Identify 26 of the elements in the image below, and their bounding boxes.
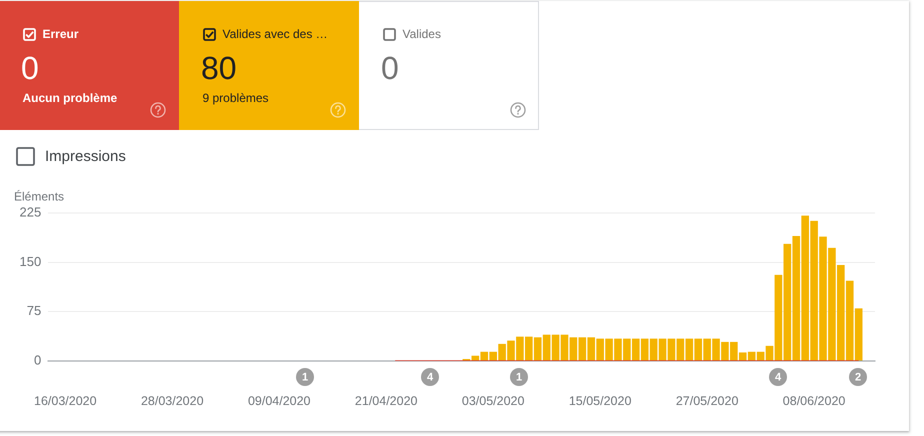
text: 1 <box>302 372 308 384</box>
y-axis-title: Éléments <box>14 189 64 204</box>
text: 4 <box>774 372 782 384</box>
y-tick-label: 0 <box>34 352 42 368</box>
category-label: Valides <box>402 27 441 41</box>
x-tick-label: 09/04/2020 <box>248 394 311 408</box>
x-tick-label: 27/05/2020 <box>676 394 738 408</box>
x-tick-label: 03/05/2020 <box>462 394 524 408</box>
x-tick-label: 16/03/2020 <box>34 394 97 408</box>
data-label: 0 <box>381 50 399 87</box>
y-tick-label: 150 <box>19 254 42 269</box>
category-label: Erreur <box>42 27 79 41</box>
text: 4 <box>426 372 434 384</box>
text: 9 problèmes <box>202 90 269 104</box>
x-tick-label: 08/06/2020 <box>782 394 846 408</box>
data-label: 80 <box>201 50 237 87</box>
text: 1 <box>516 372 522 384</box>
y-tick-label: 225 <box>19 204 42 220</box>
text: Impressions <box>45 146 126 166</box>
x-tick-label: 21/04/2020 <box>354 394 418 408</box>
x-tick-label: 15/05/2020 <box>568 394 632 408</box>
text: Aucun problème <box>22 90 118 104</box>
text: 2 <box>854 372 862 384</box>
x-tick-label: 28/03/2020 <box>140 394 204 408</box>
category-label: Valides avec des … <box>222 27 328 41</box>
y-tick-label: 75 <box>26 303 42 318</box>
